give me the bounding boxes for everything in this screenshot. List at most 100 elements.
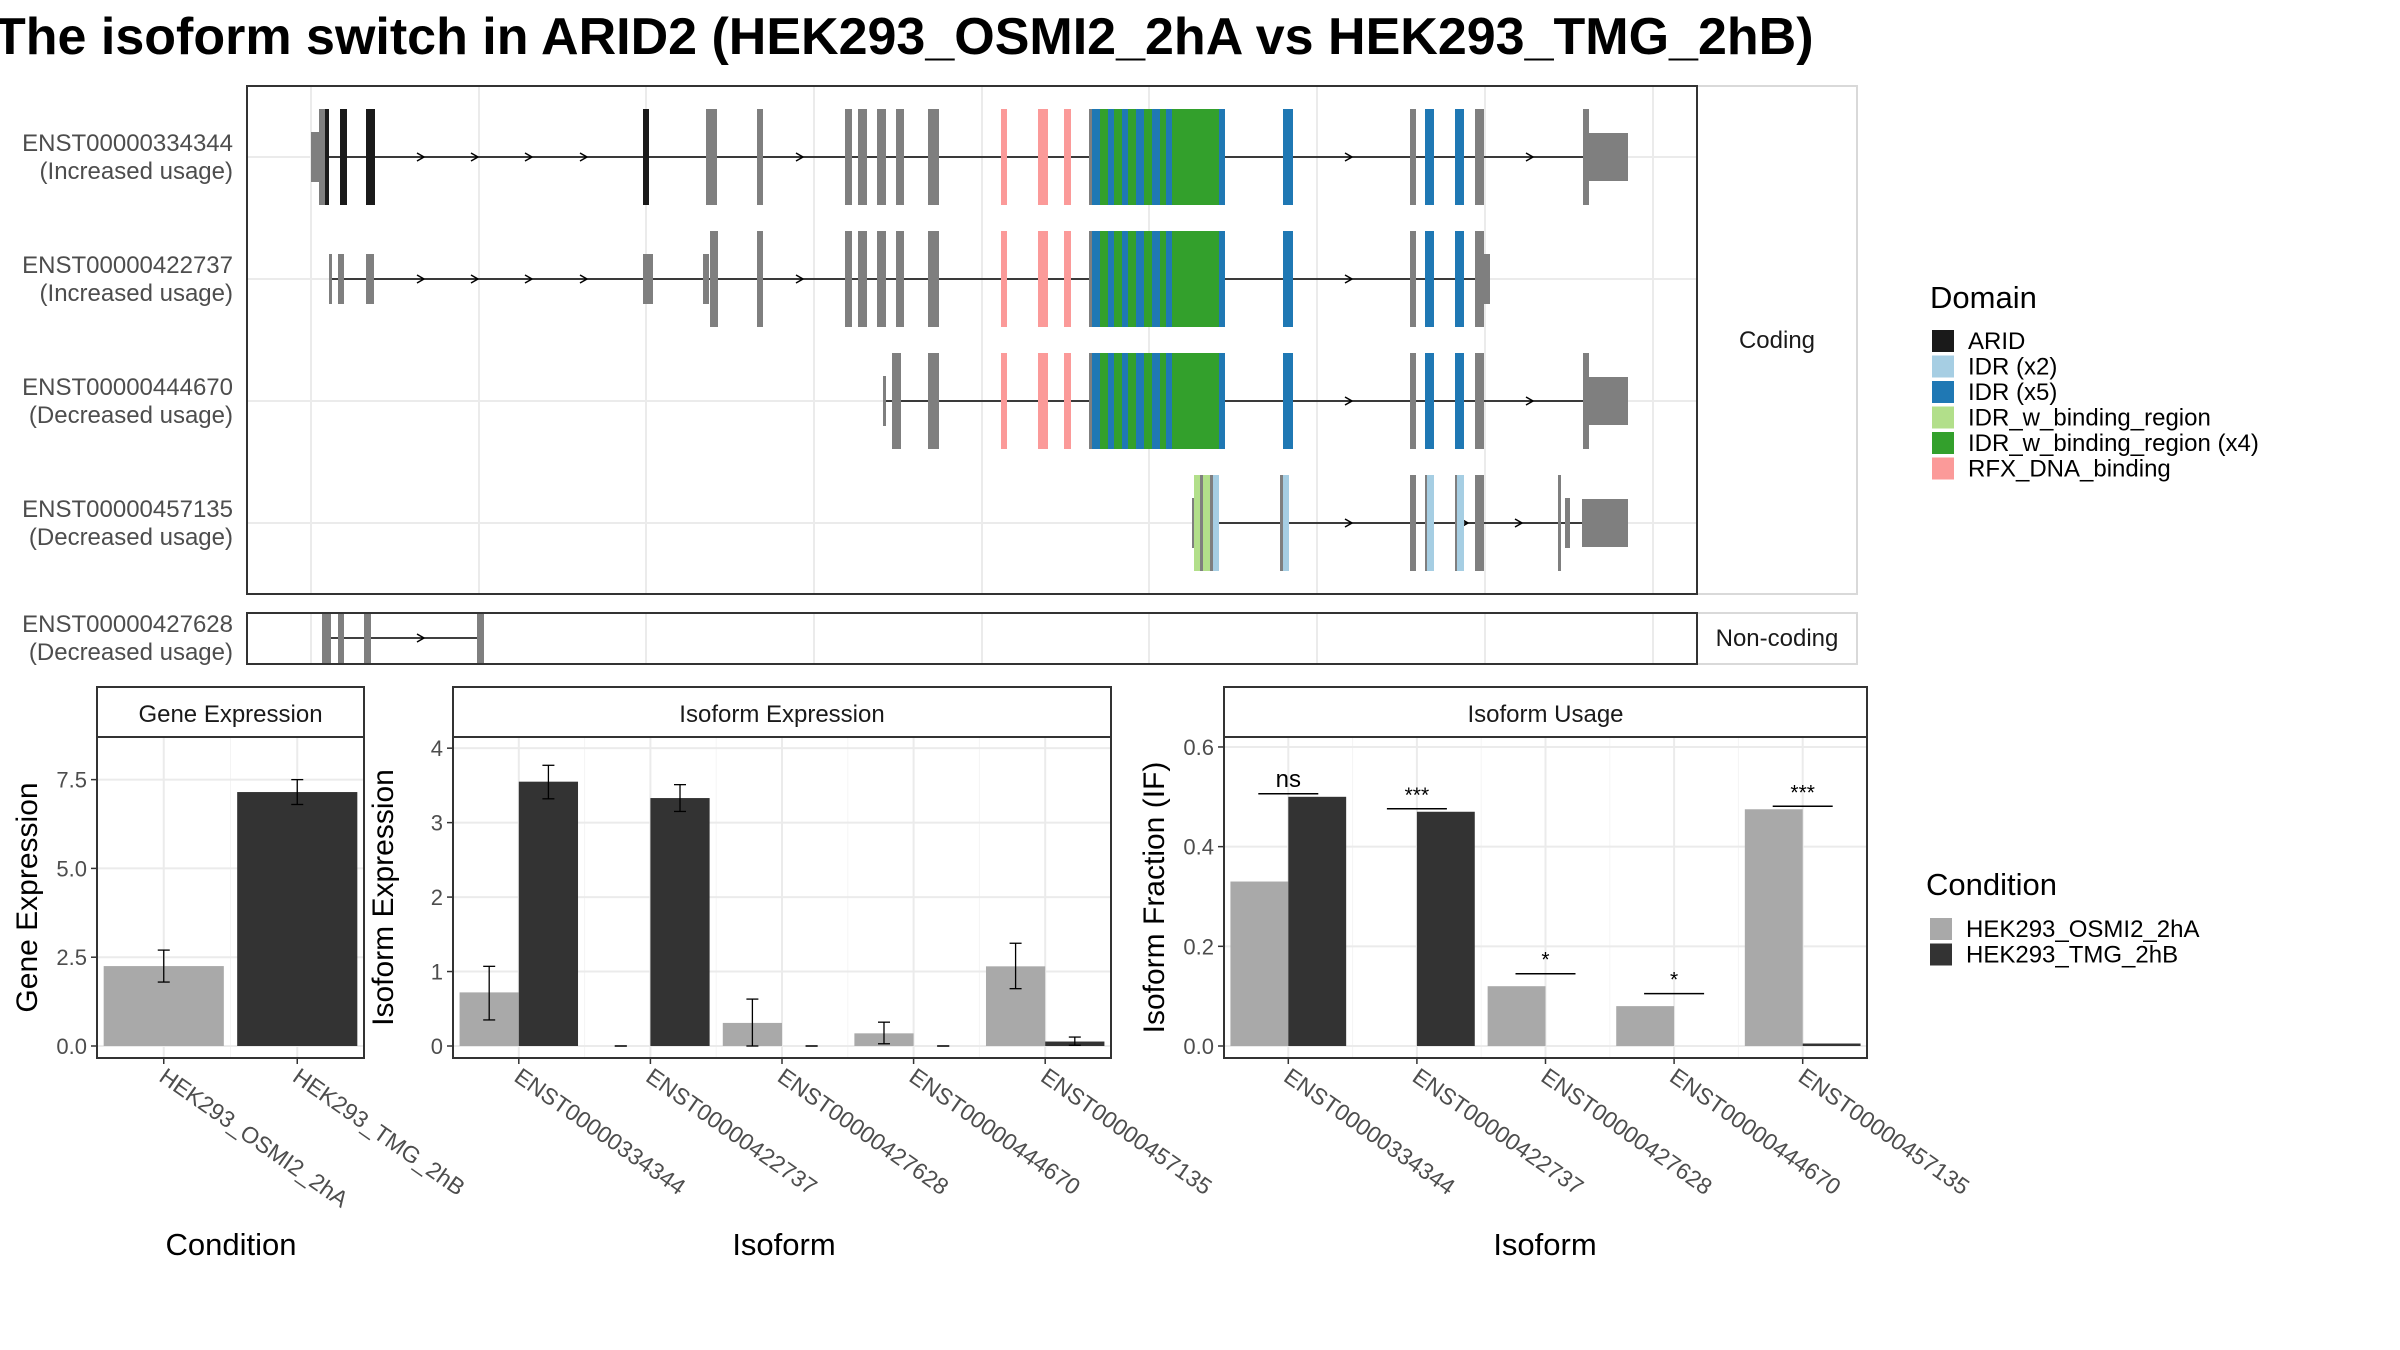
y-tick-label: 4 bbox=[431, 736, 443, 761]
isoform_exp-panel: 01234ENST00000334344ENST00000422737ENST0… bbox=[367, 686, 1217, 1262]
exon-block bbox=[1192, 498, 1195, 548]
exon-block bbox=[340, 109, 347, 205]
strand-arrow bbox=[1344, 396, 1354, 406]
panel-title: Isoform Usage bbox=[1467, 701, 1623, 728]
exon-block bbox=[1425, 231, 1434, 327]
exon-block bbox=[1283, 353, 1293, 449]
strand-arrow bbox=[524, 152, 534, 162]
domain-legend-swatch bbox=[1932, 381, 1954, 403]
condition-legend-swatch bbox=[1930, 943, 1952, 966]
strand-arrow bbox=[470, 152, 480, 162]
exon-block bbox=[1089, 109, 1094, 205]
domain-legend-title: Domain bbox=[1930, 280, 2037, 315]
noncoding-strip bbox=[1696, 612, 1858, 665]
y-tick-label: 0.2 bbox=[1183, 934, 1214, 959]
domain-legend-label: ARID bbox=[1968, 328, 2025, 355]
exon-block bbox=[1092, 353, 1100, 449]
bar bbox=[1416, 811, 1475, 1046]
y-axis-label: Gene Expression bbox=[11, 782, 44, 1012]
strand-arrow bbox=[524, 274, 534, 284]
strand-arrow bbox=[579, 274, 589, 284]
exon-block bbox=[1583, 353, 1589, 449]
transcript-usage-label: (Increased usage) bbox=[40, 158, 233, 185]
strand-arrow bbox=[1514, 518, 1524, 528]
transcript-usage-label: (Decreased usage) bbox=[29, 524, 233, 551]
bar bbox=[1230, 881, 1289, 1046]
transcript-id-label: ENST00000457135 bbox=[22, 496, 233, 523]
exon-block bbox=[1565, 498, 1570, 548]
exon-block bbox=[1038, 231, 1048, 327]
exon-block bbox=[1152, 231, 1160, 327]
exon-block bbox=[322, 613, 331, 663]
exon-block bbox=[1588, 377, 1628, 425]
exon-block bbox=[1064, 109, 1071, 205]
coding-strip bbox=[1696, 85, 1858, 595]
exon-block bbox=[364, 613, 371, 663]
exon-block bbox=[325, 109, 329, 205]
y-tick-label: 0.6 bbox=[1183, 735, 1214, 760]
significance-label: * bbox=[1541, 949, 1549, 972]
exon-block bbox=[1425, 475, 1434, 571]
coding-strip-label: Coding bbox=[1739, 327, 1815, 354]
domain-legend-label: IDR (x2) bbox=[1968, 354, 2057, 381]
exon-block bbox=[1480, 254, 1490, 304]
transcript-usage-label: (Increased usage) bbox=[40, 280, 233, 307]
x-axis-label: Condition bbox=[166, 1227, 297, 1262]
exon-block bbox=[1410, 109, 1416, 205]
y-axis-label: Isoform Expression bbox=[367, 769, 400, 1026]
domain-legend-swatch bbox=[1932, 355, 1954, 378]
bar bbox=[650, 798, 710, 1046]
significance-label: *** bbox=[1790, 781, 1815, 804]
exon-block bbox=[319, 109, 329, 205]
domain-legend-label: IDR_w_binding_region (x4) bbox=[1968, 430, 2259, 457]
bar bbox=[237, 792, 358, 1046]
y-tick-label: 0.0 bbox=[56, 1034, 87, 1059]
exon-block bbox=[896, 231, 904, 327]
exon-block bbox=[1283, 109, 1293, 205]
exon-block bbox=[877, 231, 886, 327]
exon-block bbox=[338, 613, 344, 663]
condition-legend-label: HEK293_TMG_2hB bbox=[1966, 942, 2178, 969]
exon-block bbox=[1455, 353, 1464, 449]
exon-block bbox=[1166, 109, 1172, 205]
exon-block bbox=[1219, 109, 1225, 205]
domain-legend-swatch bbox=[1932, 406, 1954, 429]
strand-arrow bbox=[579, 152, 589, 162]
strand-arrow bbox=[416, 152, 426, 162]
x-axis-label: Isoform bbox=[732, 1227, 835, 1262]
condition-legend-title: Condition bbox=[1926, 867, 2057, 902]
exon-block bbox=[1410, 231, 1416, 327]
transcript-id-label: ENST00000427628 bbox=[22, 611, 233, 638]
exon-block bbox=[1136, 109, 1144, 205]
exon-block bbox=[1280, 475, 1289, 571]
exon-block bbox=[1219, 231, 1225, 327]
exon-block bbox=[928, 109, 939, 205]
exon-block bbox=[1064, 353, 1071, 449]
exon-block bbox=[1166, 353, 1172, 449]
domain-legend-label: RFX_DNA_binding bbox=[1968, 456, 2171, 483]
exon-block bbox=[1194, 475, 1213, 571]
exon-block bbox=[1166, 231, 1172, 327]
bar bbox=[1487, 986, 1546, 1046]
exon-block bbox=[757, 231, 763, 327]
strand-arrow bbox=[1525, 396, 1535, 406]
y-tick-label: 3 bbox=[431, 811, 443, 836]
domain-legend-label: IDR_w_binding_region bbox=[1968, 405, 2211, 432]
coding-panel-border bbox=[246, 85, 1698, 595]
exon-block bbox=[1219, 353, 1225, 449]
exon-block bbox=[1475, 475, 1484, 571]
condition-legend-swatch bbox=[1930, 918, 1952, 940]
exon-block bbox=[1200, 475, 1203, 571]
exon-block bbox=[1092, 231, 1100, 327]
y-tick-label: 5.0 bbox=[56, 856, 87, 881]
exon-block bbox=[858, 231, 867, 327]
exon-block bbox=[1210, 475, 1214, 571]
exon-block bbox=[1455, 475, 1464, 571]
noncoding-strip-label: Non-coding bbox=[1716, 625, 1839, 652]
y-tick-label: 0.4 bbox=[1183, 835, 1214, 860]
strand-arrow bbox=[1344, 518, 1354, 528]
y-tick-label: 1 bbox=[431, 960, 443, 985]
strand-arrow bbox=[416, 633, 426, 643]
exon-block bbox=[1558, 475, 1561, 571]
